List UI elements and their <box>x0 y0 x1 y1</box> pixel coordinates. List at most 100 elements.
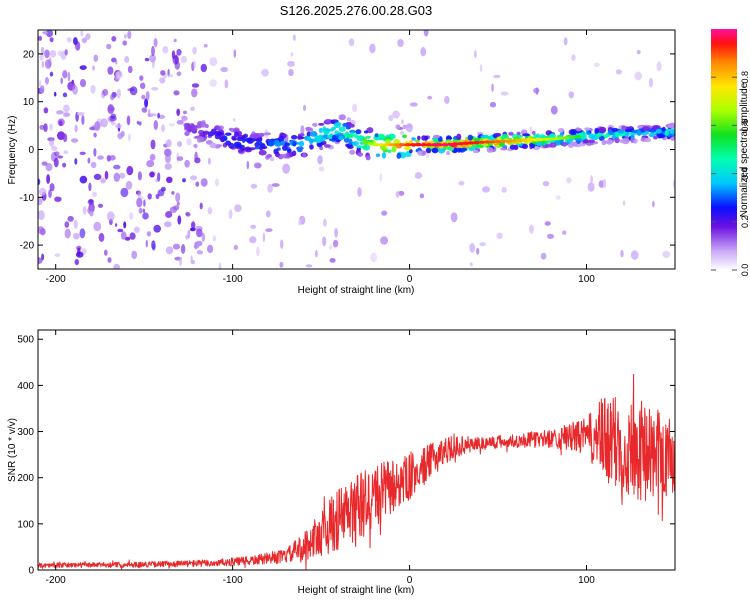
spectrogram-cell <box>138 121 142 126</box>
spectrogram-cell <box>401 119 404 124</box>
spectrogram-cell <box>493 74 501 79</box>
spectrogram-cell <box>129 86 138 96</box>
spectrogram-cell <box>214 178 219 187</box>
spectrogram-cell <box>475 143 481 148</box>
spectrogram-cell <box>196 250 204 255</box>
spectrogram-cell <box>200 63 207 73</box>
spectrogram-cell <box>125 180 133 190</box>
spectrogram-cell <box>265 228 273 233</box>
spectrogram-cell <box>179 257 182 267</box>
spectrogram-cell <box>39 80 42 88</box>
spectrogram-cell <box>352 103 358 113</box>
spectrogram-ridge-cell <box>537 138 544 142</box>
spectrogram-cell <box>266 210 271 218</box>
spectrogram-cell <box>110 113 117 119</box>
spectrogram-ridge-cell <box>494 140 502 144</box>
spectrogram-cell <box>168 123 175 127</box>
spectrogram-cell <box>127 30 132 39</box>
spectrogram-cell <box>176 108 181 117</box>
spectrogram-cell <box>62 70 68 79</box>
spectrogram-cell <box>153 224 161 233</box>
spectrogram-cell <box>269 156 275 162</box>
spectrogram-cell <box>323 144 331 148</box>
spectrogram-cell <box>97 203 104 208</box>
spectrogram-cell <box>126 115 131 126</box>
spectrogram-cell <box>648 77 654 88</box>
spectrogram-cell <box>396 152 402 159</box>
spectrogram-cell <box>309 138 314 144</box>
spectrogram-ridge-cell <box>388 143 396 147</box>
spectrogram-cell <box>280 239 284 249</box>
spectrogram-cell <box>488 142 493 146</box>
spectrogram-cell <box>582 133 587 139</box>
spectrogram-cell <box>397 39 404 47</box>
spectrogram-ridge-cell <box>441 143 449 147</box>
spectrogram-cell <box>303 104 306 112</box>
spectrogram-cell <box>45 77 49 85</box>
spectrogram-cell <box>200 121 207 128</box>
spectrogram-cell <box>104 249 108 256</box>
spectrogram-cell <box>38 257 43 264</box>
spectrogram-cell <box>173 38 177 43</box>
spectrogram-cell <box>670 136 675 141</box>
spectrogram-cell <box>611 127 619 132</box>
spectrogram-cell <box>63 104 70 113</box>
spectrogram-cell <box>220 126 225 130</box>
colorbar-tick-label: 0.6 <box>740 119 750 132</box>
spectrogram-cell <box>376 137 384 141</box>
spectrogram-cell <box>648 132 656 138</box>
spectrogram-cell <box>192 46 197 55</box>
spectrogram-cell <box>190 175 198 181</box>
spectrogram-cell <box>180 244 186 254</box>
spectrogram-marks <box>38 30 675 269</box>
spectrogram-cell <box>461 147 467 151</box>
snr-ytick-label: 0 <box>28 566 34 577</box>
spectrogram-cell <box>41 161 48 166</box>
spectrogram-cell <box>670 128 675 135</box>
spectrogram-cell <box>218 262 222 269</box>
spectrogram-cell <box>90 85 96 94</box>
spectrogram-cell <box>469 262 473 267</box>
spectrogram-cell <box>111 121 116 126</box>
spectrogram-cell <box>332 134 337 141</box>
spectrogram-ridge-cell <box>478 140 486 144</box>
spectrogram-cell <box>566 177 572 184</box>
spectrogram-cell <box>256 140 263 145</box>
spectrogram-cell <box>315 249 318 258</box>
spectrogram-cell <box>349 149 356 155</box>
spectrogram-cell <box>402 124 407 130</box>
spectrogram-cell <box>63 150 69 155</box>
spectrogram-cell <box>489 101 497 108</box>
spectrogram-cell <box>177 156 184 162</box>
spectrogram-cell <box>48 189 52 199</box>
spectrogram-cell <box>74 158 78 165</box>
spectrogram-cell <box>98 232 105 242</box>
spectrogram-cell <box>392 110 400 119</box>
spectrogram-cell <box>176 48 182 56</box>
spectrogram-cell <box>431 147 439 154</box>
spectrogram-cell <box>175 192 181 203</box>
spectrogram-cell <box>144 57 150 62</box>
spectrogram-cell <box>120 187 129 198</box>
spectrogram-cell <box>209 79 217 87</box>
spectrogram-cell <box>71 138 79 143</box>
spectrogram-cell <box>44 49 50 59</box>
spectrogram-cell <box>39 124 45 130</box>
colorbar-tick-label: 0.8 <box>740 71 750 84</box>
spectrogram-cell <box>266 154 273 158</box>
spectrogram-cell <box>391 146 397 153</box>
spectrogram-cell <box>293 34 296 41</box>
spectrogram-cell <box>151 87 159 91</box>
spectrogram-ridge-cell <box>367 142 375 146</box>
spectrogram-cell <box>233 244 238 251</box>
spectrogram-ridge-cell <box>526 138 534 142</box>
spectrogram-cell <box>198 136 205 142</box>
spectrogram-cell <box>43 107 49 114</box>
spectrogram-cell <box>571 141 578 147</box>
spectrogram-cell <box>173 90 180 96</box>
spectrogram-cell <box>636 50 641 55</box>
spectrogram-cell <box>42 31 48 35</box>
spectrogram-xtick-label: 100 <box>578 274 595 285</box>
